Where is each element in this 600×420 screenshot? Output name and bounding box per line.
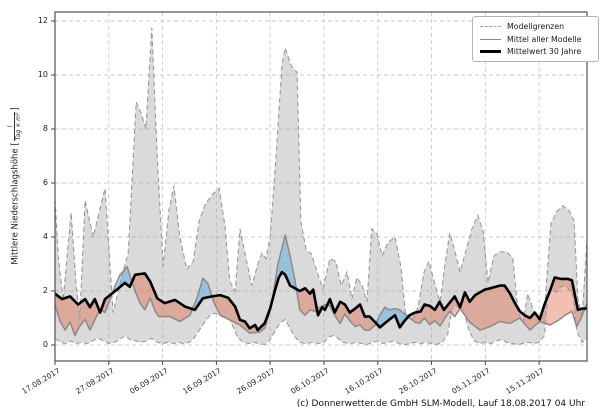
unit-denominator: Tag × m² [15,112,22,141]
y-tick-label: 2 [42,286,48,295]
legend-label: Mittel aller Modelle [507,34,582,44]
legend: Modellgrenzen Mittel aller Modelle Mitte… [472,16,599,62]
legend-label: Mittelwert 30 Jahre [507,47,582,56]
y-tick-label: 10 [37,70,48,79]
legend-item-mittel-aller-modelle: Mittel aller Modelle [480,35,593,44]
above-normal-fill [192,278,212,310]
below-normal-fill [101,293,113,313]
y-axis-label-suffix: ] [10,107,21,111]
below-normal-fill [327,299,376,331]
legend-item-modellgrenzen: Modellgrenzen [480,22,593,31]
bold-line-swatch-icon [480,50,501,53]
legend-item-mittelwert-30-jahre: Mittelwert 30 Jahre [480,47,593,56]
y-tick-label: 12 [37,16,48,25]
model-range-fill [55,27,587,345]
y-tick-label: 4 [42,232,48,241]
y-axis-label: Mittlere Niederschlagshöhe [l Tag × m²] [7,55,22,317]
y-axis-unit-fraction: l Tag × m² [7,111,22,142]
y-tick-label: 6 [42,178,48,187]
dashed-line-swatch-icon [480,26,501,27]
below-normal-fill [132,273,193,322]
mean-30-years-line [55,270,587,332]
axes-spines [54,11,588,362]
y-tick-label: 8 [42,124,48,133]
copyright-caption: (c) Donnerwetter.de GmbH SLM-Modell, Lau… [296,399,585,409]
above-normal-fill [112,267,133,294]
below-normal-fill [212,295,273,334]
y-axis-label-prefix: Mittlere Niederschlagshöhe [ [10,142,21,265]
solid-line-swatch-icon [480,38,501,40]
unit-numerator: l [7,111,15,142]
y-tick-label: 0 [42,340,48,349]
below-normal-fill [296,288,317,315]
lower-model-bound-line [55,284,587,346]
upper-model-bound-line [55,27,587,324]
legend-label: Modellgrenzen [507,22,565,31]
